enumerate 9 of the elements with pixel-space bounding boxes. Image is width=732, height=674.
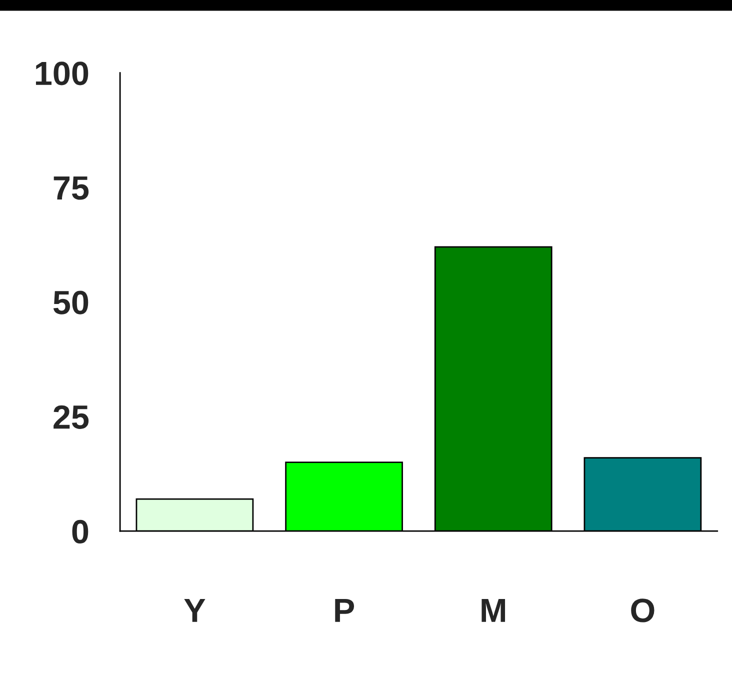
- y-tick-label: 100: [36, 62, 88, 86]
- y-tick-label: 0: [72, 520, 88, 544]
- x-tick-label: Y: [184, 599, 206, 622]
- x-tick-label: O: [631, 598, 654, 622]
- y-tick-label: 25: [54, 405, 89, 429]
- y-tick-label: 75: [54, 176, 89, 200]
- x-tick-label: P: [335, 599, 354, 622]
- x-tick-label: M: [482, 599, 506, 622]
- y-tick-label: 50: [53, 290, 88, 314]
